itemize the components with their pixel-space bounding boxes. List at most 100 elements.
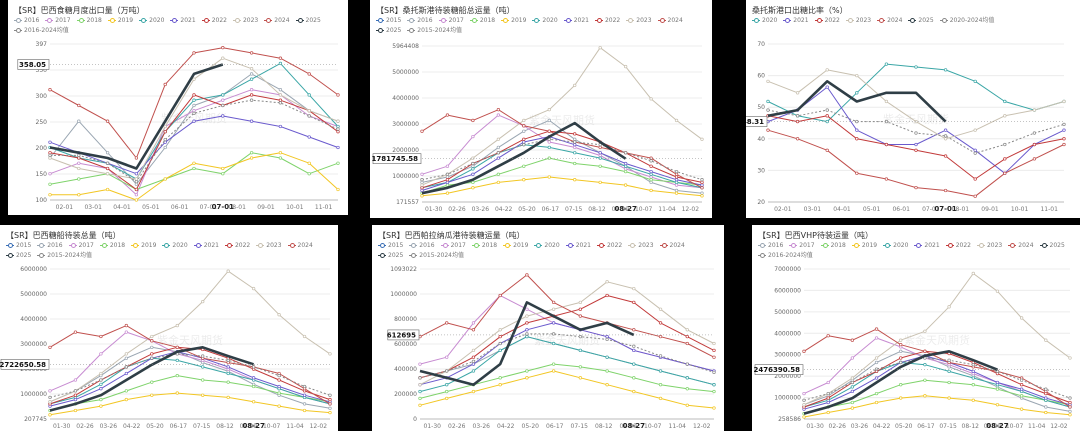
- legend-item[interactable]: 2020-2024均值: [939, 16, 994, 26]
- legend-item[interactable]: 2025: [295, 16, 321, 26]
- legend-item[interactable]: 2019: [131, 241, 156, 251]
- series-line-2024[interactable]: [49, 325, 331, 405]
- series-line-2018[interactable]: [49, 375, 331, 411]
- legend-item[interactable]: 2022: [596, 241, 622, 251]
- series-line-2023[interactable]: [49, 270, 331, 403]
- series-line-2025[interactable]: [421, 121, 627, 195]
- legend-item[interactable]: 2022: [594, 16, 620, 26]
- legend-item[interactable]: 2015: [378, 241, 403, 251]
- series-line-2021[interactable]: [419, 322, 715, 386]
- series-line-2024[interactable]: [421, 109, 703, 189]
- series-line-2022[interactable]: [421, 130, 703, 189]
- legend-item[interactable]: 2019: [107, 16, 133, 26]
- series-line-2019[interactable]: [803, 395, 1071, 418]
- series-line-2016-2024均值[interactable]: [803, 357, 1071, 401]
- legend-item[interactable]: 2021: [783, 16, 809, 26]
- legend-item[interactable]: 2025: [376, 26, 401, 36]
- legend-item[interactable]: 2019: [851, 241, 877, 251]
- legend-item[interactable]: 2020: [534, 241, 560, 251]
- legend-item[interactable]: 2018: [99, 241, 125, 251]
- legend-item[interactable]: 2023: [976, 241, 1002, 251]
- series-line-2020[interactable]: [803, 362, 1071, 408]
- series-line-2025[interactable]: [49, 63, 224, 170]
- legend-item[interactable]: 2022: [814, 16, 840, 26]
- series-line-2015-2024均值[interactable]: [421, 138, 703, 181]
- series-line-2022[interactable]: [49, 346, 331, 405]
- series-line-2017[interactable]: [421, 114, 703, 189]
- series-line-2025[interactable]: [803, 350, 998, 415]
- series-line-2021[interactable]: [767, 86, 1065, 174]
- legend-item[interactable]: 2022: [945, 241, 971, 251]
- legend-item[interactable]: 2024: [264, 16, 290, 26]
- series-line-2023[interactable]: [803, 273, 1071, 406]
- legend-item[interactable]: 2018: [76, 16, 102, 26]
- series-line-2019[interactable]: [419, 370, 715, 409]
- legend-item[interactable]: 2020: [139, 16, 164, 26]
- series-line-2015-2024均值[interactable]: [419, 333, 715, 379]
- legend-item[interactable]: 2016: [37, 241, 63, 251]
- series-line-2020[interactable]: [421, 144, 703, 189]
- legend-item[interactable]: 2022: [201, 16, 227, 26]
- legend-item[interactable]: 2021: [563, 16, 589, 26]
- legend-item[interactable]: 2021: [170, 16, 196, 26]
- legend-item[interactable]: 2025: [1039, 241, 1065, 251]
- legend-item[interactable]: 2017: [440, 241, 466, 251]
- legend-item[interactable]: 2015-2024均值: [37, 251, 92, 261]
- legend-item[interactable]: 2016: [409, 241, 435, 251]
- legend-item[interactable]: 2016: [407, 16, 433, 26]
- series-line-2018[interactable]: [419, 363, 715, 399]
- legend-item[interactable]: 2023: [256, 241, 282, 251]
- legend-item[interactable]: 2025: [908, 16, 934, 26]
- series-line-2018[interactable]: [803, 379, 1071, 415]
- series-line-2019[interactable]: [49, 392, 331, 416]
- legend-item[interactable]: 2016: [14, 16, 39, 26]
- legend-item[interactable]: 2016: [758, 241, 783, 251]
- series-line-2025[interactable]: [419, 301, 635, 386]
- legend-item[interactable]: 2017: [68, 241, 94, 251]
- series-line-2020[interactable]: [49, 357, 331, 405]
- legend-item[interactable]: 2023: [845, 16, 871, 26]
- legend-item[interactable]: 2017: [45, 16, 71, 26]
- series-line-2025[interactable]: [767, 80, 947, 123]
- series-line-2022[interactable]: [419, 295, 715, 379]
- legend-item[interactable]: 2021: [914, 241, 940, 251]
- legend-item[interactable]: 2019: [501, 16, 526, 26]
- legend-item[interactable]: 2024: [287, 241, 313, 251]
- legend-item[interactable]: 2017: [438, 16, 464, 26]
- legend-item[interactable]: 2020: [883, 241, 908, 251]
- legend-item[interactable]: 2021: [565, 241, 591, 251]
- legend-item[interactable]: 2019: [503, 241, 528, 251]
- legend-item[interactable]: 2020: [752, 16, 777, 26]
- series-line-2023[interactable]: [419, 281, 715, 386]
- legend-item[interactable]: 2015-2024均值: [407, 26, 462, 36]
- legend-item[interactable]: 2023: [626, 16, 652, 26]
- legend-item[interactable]: 2015: [6, 241, 31, 251]
- legend-item[interactable]: 2020: [162, 241, 188, 251]
- legend-item[interactable]: 2015-2024均值: [409, 251, 464, 261]
- legend-item[interactable]: 2023: [232, 16, 258, 26]
- legend-item[interactable]: 2018: [820, 241, 846, 251]
- series-line-2024[interactable]: [803, 328, 1071, 408]
- series-line-2023[interactable]: [767, 69, 1065, 140]
- legend-item[interactable]: 2024: [877, 16, 902, 26]
- legend-item[interactable]: 2024: [1008, 241, 1034, 251]
- legend-item[interactable]: 2017: [789, 241, 815, 251]
- legend-item[interactable]: 2025: [6, 251, 31, 261]
- legend-item[interactable]: 2024: [659, 241, 685, 251]
- legend-item[interactable]: 2018: [471, 241, 497, 251]
- series-line-2018[interactable]: [421, 157, 703, 194]
- series-line-2024[interactable]: [419, 274, 715, 358]
- legend-item[interactable]: 2024: [657, 16, 683, 26]
- series-line-2023[interactable]: [421, 47, 703, 186]
- legend-item[interactable]: 2023: [628, 241, 654, 251]
- legend-item[interactable]: 2016-2024均值: [14, 26, 69, 36]
- series-line-2016-2024均值[interactable]: [50, 99, 339, 183]
- legend-item[interactable]: 2022: [224, 241, 250, 251]
- legend-item[interactable]: 2021: [193, 241, 219, 251]
- legend-item[interactable]: 2016-2024均值: [758, 251, 813, 261]
- series-line-2015-2024均值[interactable]: [49, 353, 331, 398]
- legend-item[interactable]: 2015: [376, 16, 401, 26]
- legend-item[interactable]: 2018: [469, 16, 495, 26]
- legend-item[interactable]: 2020: [532, 16, 558, 26]
- series-line-2021[interactable]: [421, 136, 703, 191]
